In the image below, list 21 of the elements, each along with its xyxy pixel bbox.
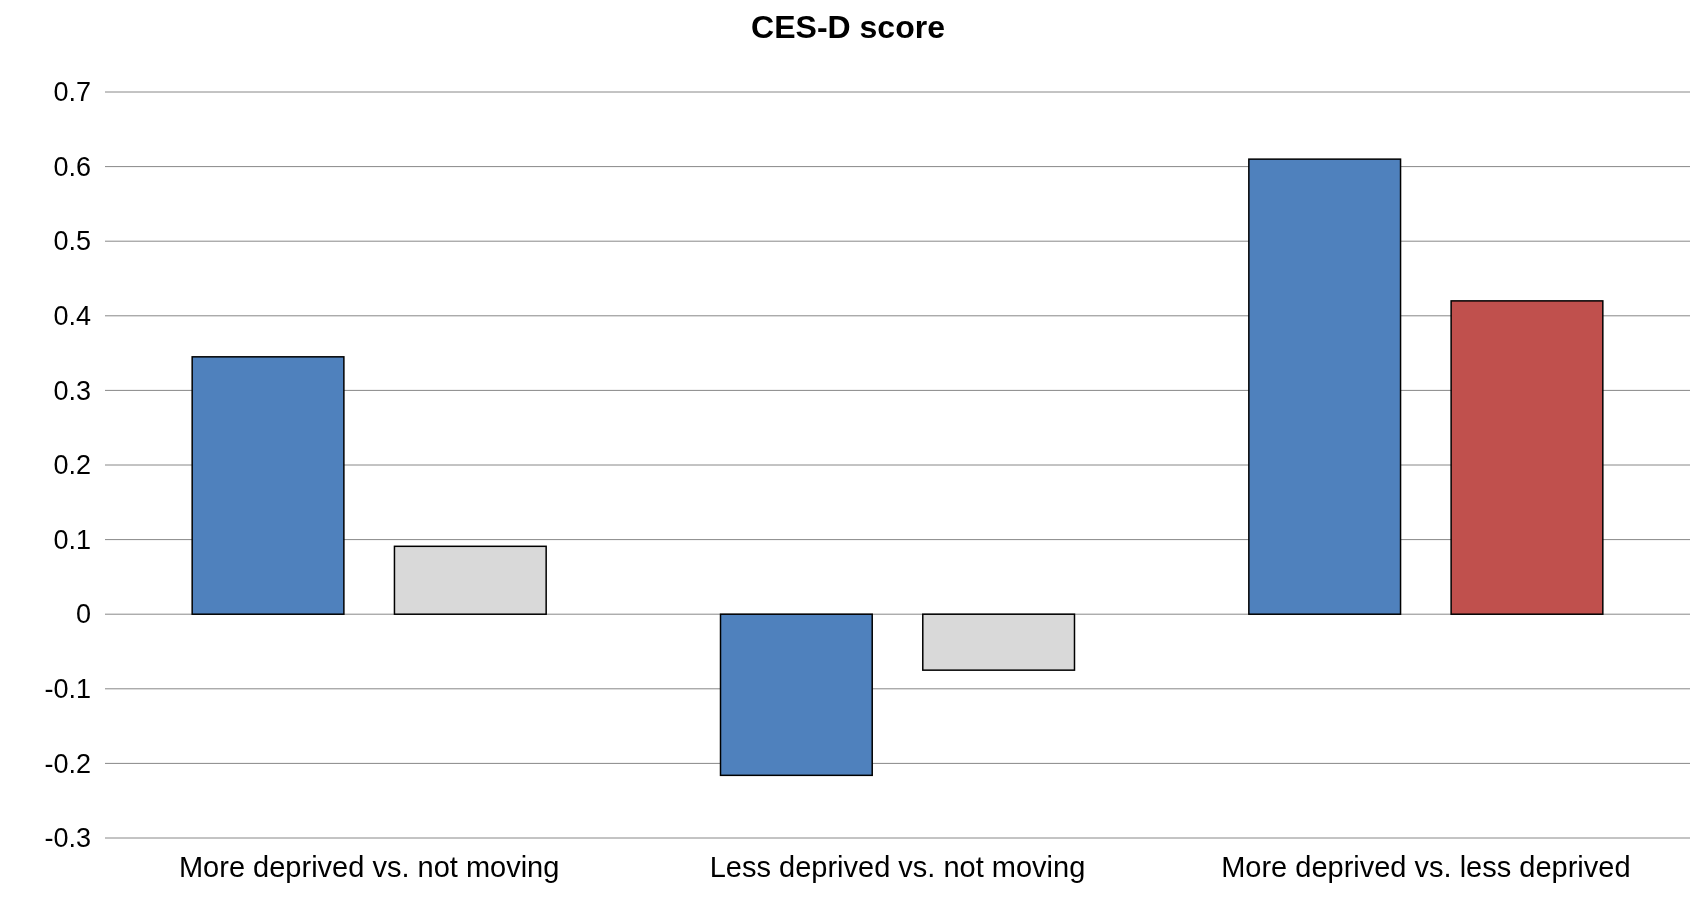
bar [922,613,1076,671]
x-tick-label: More deprived vs. less deprived [1221,850,1631,883]
y-tick-label: 0.5 [53,226,91,257]
x-tick-label: Less deprived vs. not moving [709,850,1086,883]
y-tick-label: -0.2 [44,748,91,779]
bar [191,356,345,615]
y-tick-label: 0.2 [53,450,91,481]
y-tick-label: -0.1 [44,673,91,704]
chart-title: CES-D score [751,9,945,45]
y-tick-label: 0.7 [53,77,91,108]
bar [1248,158,1402,615]
y-tick-label: 0.4 [53,300,91,331]
y-tick-label: 0.1 [53,524,91,555]
y-tick-label: -0.3 [44,823,91,854]
bar [719,613,873,777]
bar [1450,300,1604,615]
x-tick-label: More deprived vs. not moving [178,850,560,883]
y-tick-label: 0.6 [53,151,91,182]
y-tick-label: 0.3 [53,375,91,406]
bar [393,545,547,615]
y-tick-label: 0 [75,599,91,630]
